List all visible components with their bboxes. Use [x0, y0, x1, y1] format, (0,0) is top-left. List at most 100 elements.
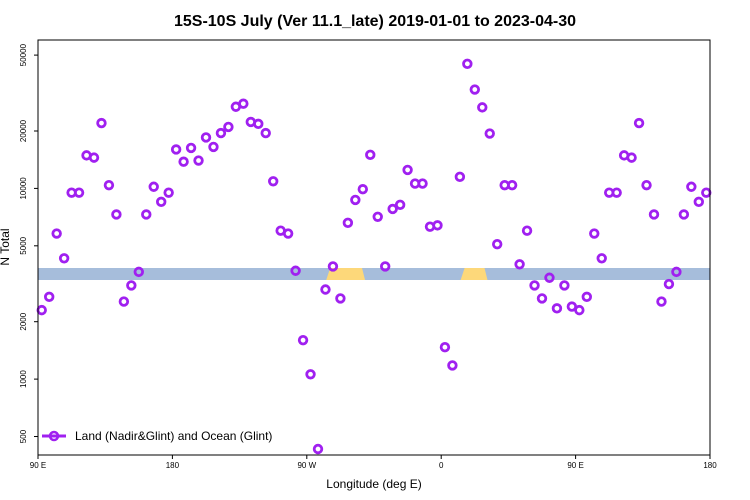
data-point [88, 152, 100, 163]
data-point [357, 184, 368, 195]
data-point [469, 84, 480, 95]
data-point [215, 127, 227, 139]
data-point [170, 144, 182, 155]
data-point [506, 179, 518, 191]
y-tick-label: 1000 [19, 370, 28, 388]
data-point [402, 164, 413, 176]
plot-frame [37, 39, 711, 456]
data-point [596, 253, 607, 264]
data-point [51, 228, 62, 239]
data-point [626, 152, 637, 163]
data-point [529, 280, 540, 291]
y-tick-label: 20000 [19, 119, 28, 142]
data-point [223, 121, 234, 133]
data-point [312, 443, 324, 455]
data-point [290, 265, 301, 276]
data-point [282, 228, 294, 239]
data-point [305, 369, 316, 380]
x-tick-label: 90 E [30, 461, 46, 470]
data-point [492, 238, 503, 250]
data-point [372, 211, 383, 222]
data-point [559, 280, 570, 291]
data-point [58, 253, 70, 264]
data-point [641, 179, 652, 191]
data-point [148, 181, 159, 192]
data-point [589, 228, 600, 239]
data-point [432, 220, 443, 231]
land-ocean-band [38, 268, 710, 280]
data-point [193, 155, 204, 166]
x-axis-label: Longitude (deg E) [326, 477, 421, 491]
data-point [208, 141, 219, 153]
x-tick-label: 0 [439, 461, 444, 470]
data-point [686, 181, 697, 192]
data-point [387, 203, 398, 215]
data-point [439, 342, 451, 353]
data-points [36, 58, 712, 455]
x-tick-label: 90 W [297, 461, 316, 470]
data-point [238, 98, 249, 109]
land-band-segment [326, 268, 366, 280]
data-point [200, 132, 212, 143]
data-point [96, 117, 107, 129]
data-point [581, 291, 592, 303]
data-point [678, 209, 690, 220]
data-point [103, 179, 115, 191]
data-point [454, 171, 466, 183]
x-tick-label: 180 [166, 461, 180, 470]
data-point [663, 278, 675, 290]
data-point [477, 102, 488, 113]
data-point [36, 304, 47, 316]
x-tick-label: 90 E [567, 461, 583, 470]
data-point [253, 118, 264, 130]
data-point [574, 304, 585, 316]
data-point [342, 217, 354, 229]
y-tick-label: 2000 [19, 312, 28, 330]
data-point [297, 334, 309, 346]
data-point [671, 266, 682, 278]
axes: 90 E 180 90 W 0 90 E 180 500 1000 2000 5000 10000 2… [19, 43, 717, 470]
data-point [111, 209, 122, 220]
y-tick-label: 500 [19, 429, 28, 443]
chart-title: 15S-10S July (Ver 11.1_late) 2019-01-01 … [174, 13, 576, 30]
data-point [394, 199, 406, 211]
data-point [163, 187, 174, 198]
land-band-segment [460, 268, 488, 280]
data-point [118, 296, 130, 307]
data-point [178, 156, 189, 167]
data-point [335, 293, 346, 304]
data-point [521, 225, 533, 236]
data-point [701, 187, 712, 198]
data-point [648, 209, 660, 220]
data-point [447, 360, 458, 371]
data-point [544, 272, 555, 283]
data-point [185, 142, 197, 154]
data-point [536, 293, 548, 304]
legend-entry: Land (Nadir&Glint) and Ocean (Glint) [75, 429, 272, 443]
data-point [380, 261, 391, 272]
y-tick-label: 5000 [19, 236, 28, 254]
data-point [260, 127, 271, 139]
data-point [633, 117, 645, 129]
data-point [417, 178, 428, 189]
legend: Land (Nadir&Glint) and Ocean (Glint) [42, 429, 272, 443]
y-axis-label: N Total [0, 228, 12, 265]
data-point [155, 196, 167, 208]
data-point [327, 261, 339, 272]
data-point [350, 194, 361, 206]
data-point [693, 196, 704, 208]
y-tick-label: 50000 [19, 43, 28, 66]
data-point [268, 176, 279, 187]
data-point [126, 280, 137, 291]
data-point [320, 284, 331, 295]
data-point [611, 187, 622, 198]
y-tick-label: 10000 [19, 177, 28, 200]
data-point [44, 291, 55, 303]
data-point [484, 128, 495, 139]
data-point [73, 187, 85, 198]
data-point [551, 303, 563, 314]
data-point [514, 259, 525, 270]
data-point [462, 58, 473, 70]
data-point [133, 266, 144, 278]
